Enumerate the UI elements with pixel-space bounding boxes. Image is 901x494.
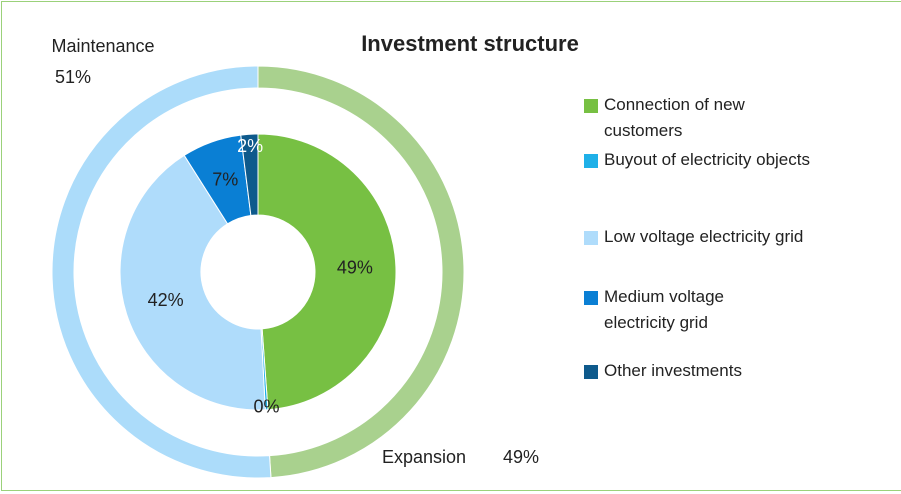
donut-slice: [257, 133, 397, 411]
legend-item: Connection of new customers: [584, 92, 774, 144]
legend-item: Other investments: [584, 358, 901, 384]
data-label: 2%: [237, 136, 263, 156]
outer-value-label: 51%: [55, 67, 91, 87]
legend-item: Low voltage electricity grid: [584, 224, 901, 250]
outer-label: Maintenance: [51, 36, 154, 56]
donut-slice: [240, 133, 259, 217]
data-label: 49%: [337, 257, 373, 277]
data-label: 7%: [212, 169, 238, 189]
legend-swatch: [584, 291, 598, 305]
legend-item: Buyout of electricity objects: [584, 147, 901, 173]
data-label: 42%: [148, 290, 184, 310]
donut-slice: [51, 65, 272, 479]
chart-title: Investment structure: [361, 31, 579, 56]
legend-label: Buyout of electricity objects: [604, 150, 810, 169]
legend-item: Medium voltage electricity grid: [584, 284, 774, 336]
data-label: 0%: [254, 396, 280, 416]
outer-value-label: 49%: [503, 447, 539, 467]
legend-label: Connection of new customers: [604, 95, 745, 140]
legend-label: Other investments: [604, 361, 742, 380]
legend-label: Medium voltage electricity grid: [604, 287, 725, 332]
legend-swatch: [584, 231, 598, 245]
legend-swatch: [584, 154, 598, 168]
legend-swatch: [584, 365, 598, 379]
outer-label: Expansion: [382, 447, 466, 467]
legend-label: Low voltage electricity grid: [604, 227, 804, 246]
legend-swatch: [584, 99, 598, 113]
donut-slice: [119, 154, 266, 411]
